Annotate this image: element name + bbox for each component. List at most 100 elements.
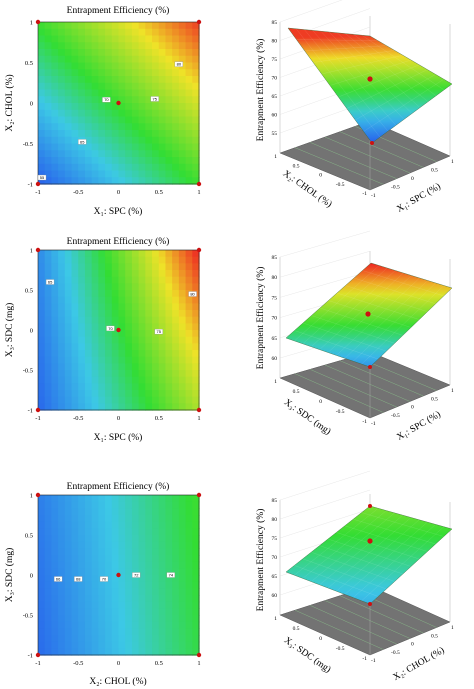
design-point [35,247,41,253]
surface-ztick-3: 60 [272,593,278,599]
surface-bottom-point-2 [368,365,372,369]
contour-ytick-2: 1 [30,248,33,255]
surface-zlabel-2: Entrapment Efficiency (%) [255,267,266,370]
contour-label-box [150,96,159,102]
surface-panel-2: 60 65 70 75 80 85 1 0.5 0 -0.5 -1 -1 -0.5 0 0.5 1 Entr… [255,230,454,443]
design-point [196,652,202,658]
contour-label: 80 [190,291,195,296]
contour-label: 70 [102,576,107,581]
contour-title-3: Entrapment Efficiency (%) [67,481,170,492]
contour-ytick-1: 0.5 [25,60,33,67]
contour-plot-area-2 [37,249,200,411]
floor-contour-line [339,595,424,634]
contour-label-box [174,61,184,67]
contour-fill-3 [38,495,200,656]
contour-ticks-1: -1 -0.5 0 0.5 1 -1 -0.5 0 0.5 1 [23,20,201,197]
surface-ztick-2: 85 [272,255,278,261]
contour-xtick-3: -1 [35,660,40,667]
surface-ztick-1: 75 [272,57,278,63]
design-point [116,327,121,333]
contour-label-box [106,325,115,332]
contour-ytick-2: -0.5 [23,368,33,375]
surface-ztick-1: 60 [272,113,278,119]
surface-xtick-1: 0 [411,176,414,182]
contour-panel-3: Entrapment Efficiency (%) -1 -0.5 0 0.5 1-1-… [4,481,202,687]
contour-ytick-2: -1 [28,408,33,415]
contour-label: 74 [169,572,174,577]
contour-label-box [166,572,175,578]
surface-zlabel-3: Entrapment Efficiency (%) [255,509,266,612]
floor-contour-line [339,131,424,168]
surface-ztick-1: 80 [272,39,278,45]
contour-ytick-3: -0.5 [23,613,33,620]
surface-floor-contours-3 [294,590,437,650]
surface-ztick-3: 85 [272,498,278,504]
contour-xtick-1: 1 [197,189,200,196]
surface-ztick-3: 65 [272,574,278,580]
design-point [35,407,41,413]
contour-xtick-3: 0.5 [155,660,163,667]
surface-panel-1: 55 60 65 70 75 80 85 1 0.5 0 -0.5 -1 -1 -0.5 0 0.5 1 En… [255,0,454,215]
surface-bottom-point-3 [368,602,372,606]
design-point [35,492,41,498]
surface-base-ticks-3: 1 0.5 0 -0.5 -1 -1 -0.5 0 0.5 1 [274,616,454,664]
surface-panel-3: 60 65 70 75 80 85 1 0.5 0 -0.5 -1 -1 -0.5 0 0.5 1 Entr… [255,470,454,683]
surface-top-point-3 [368,504,372,508]
surface-center-point-2 [365,311,371,317]
surface-base-ticks-1: 1 0.5 0 -0.5 -1 -1 -0.5 0 0.5 1 [274,154,454,199]
contour-xtick-1: -1 [35,189,40,196]
floor-contour-line [294,147,384,185]
contour-ticks-3: -1 -0.5 0 0.5 1 -1 -0.5 0 0.5 1 [23,493,201,668]
design-point [35,19,41,25]
design-point [196,492,202,498]
surface-base-ticks-2: 1 0.5 0 -0.5 -1 -1 -0.5 0 0.5 1 [274,379,454,427]
surface-zlabel-1: Entrapment Efficiency (%) [255,39,266,142]
surface-ztick-2: 80 [272,275,278,281]
contour-xtick-1: 0.5 [155,189,163,196]
surface-mesh-1 [296,28,445,138]
floor-contour-line [309,369,397,408]
contour-ytick-1: 1 [30,20,33,27]
surface-ztick-2: 65 [272,336,278,342]
surface-xtick-3: 0 [411,642,414,648]
contour-label-box [188,291,197,297]
design-point [35,181,41,187]
surface-xtick-1: 1 [451,159,454,165]
contour-title-2: Entrapment Efficiency (%) [67,236,170,247]
contour-title-1: Entrapment Efficiency (%) [67,5,170,16]
contour-label-box [78,139,87,145]
surface-ytick-2: 0.5 [293,389,300,395]
surface-zticks-2: 60 65 70 75 80 85 [272,255,278,362]
surface-xtick-2: -0.5 [391,413,400,419]
floor-contour-line [294,373,384,413]
surface-ytick-3: 0.5 [293,626,300,632]
contour-label-box [154,328,163,335]
contour-ytick-2: 0.5 [25,288,33,295]
surface-xtick-2: 0.5 [431,396,438,402]
surface-zticks-3: 60 65 70 75 80 85 [272,498,278,599]
surface-zticks-1: 55 60 65 70 75 80 85 [272,20,278,137]
contour-label: 66 [56,576,61,581]
z-gridline [279,0,343,23]
contour-ytick-3: -1 [28,653,33,660]
design-point [196,181,202,187]
contour-label: 70 [108,326,113,331]
response-surface-1 [287,27,453,144]
contour-ylabel-3: X₃: SDC (mg) [4,548,15,603]
surface-xtick-2: 0 [411,405,414,411]
z-gridline [279,271,371,298]
contour-xtick-3: 0 [117,660,120,667]
contour-panel-1: Entrapment Efficiency (%) -1 -0.5 0 0.5 1-1-… [4,5,202,217]
surface-center-point-1 [367,76,373,82]
surface-ylabel-1: X₂: CHOL (%) [281,168,334,210]
contour-xtick-3: 1 [197,660,200,667]
contour-fill-1 [38,22,200,185]
design-point [35,652,41,658]
surface-bottom-point-1 [370,141,374,145]
floor-contour-line [324,600,411,639]
contour-xlabel-1: X₁: SPC (%) [94,206,143,217]
contour-xtick-2: 1 [197,415,200,422]
contour-ytick-3: 0 [30,573,33,580]
surface-xlabel-1: X₁: SPC (%) [395,181,443,215]
